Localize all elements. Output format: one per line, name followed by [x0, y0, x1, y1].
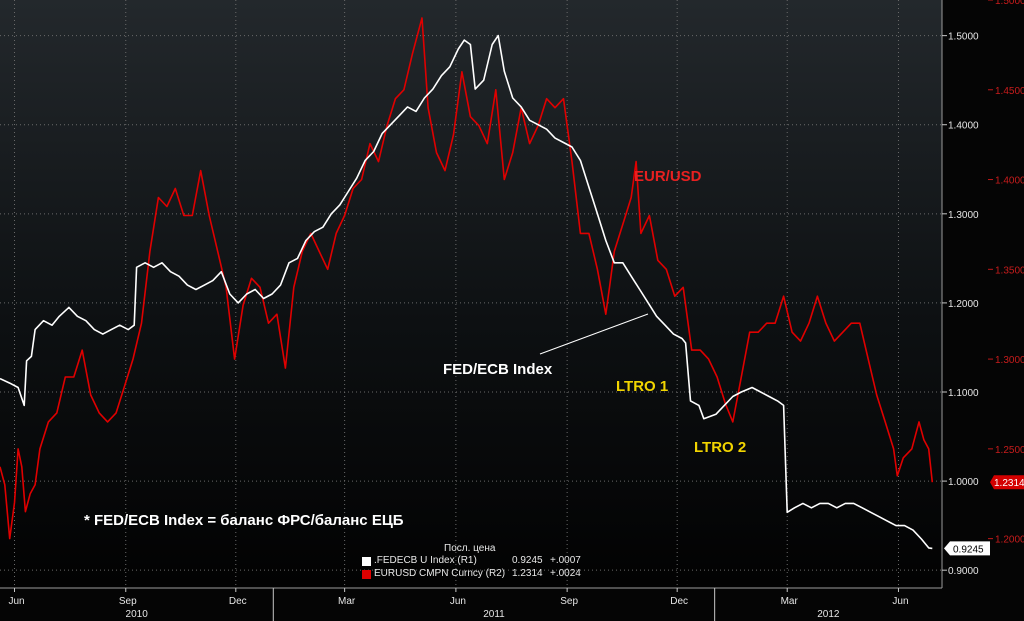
r1-tick-label: 0.9000: [948, 566, 979, 577]
fedecb-annotation: FED/ECB Index: [443, 361, 553, 378]
fedecb-last-value-tag: [944, 541, 990, 556]
x-tick-label: Dec: [670, 596, 688, 607]
year-label: 2012: [817, 609, 840, 620]
r2-tick-label: 1.4500: [995, 86, 1024, 97]
eurusd-series-line: [0, 17, 934, 540]
x-axis: Jun Sep Dec Mar Jun Sep Dec Mar Jun 2010 2011 2012: [8, 588, 909, 621]
legend-header: Посл. цена: [444, 543, 496, 554]
axis-r2: 1.2000 1.2500 1.3000 1.3500 1.4000 1.4500 1.50…: [988, 0, 1024, 546]
axis-r1: 0.9000 1.0000 1.1000 1.2000 1.3000 1.4000 1.50…: [942, 32, 979, 577]
legend-swatch: [362, 557, 371, 566]
legend-item-name: EURUSD CMPN Curncy (R2): [374, 568, 506, 579]
x-tick-label: Jun: [8, 596, 24, 607]
plot-background: [0, 0, 942, 588]
r1-tick-label: 1.2000: [948, 299, 979, 310]
r2-tick-label: 1.5000: [995, 0, 1024, 7]
footnote: * FED/ECB Index = баланс ФРС/баланс ЕЦБ: [84, 512, 404, 529]
legend-swatch: [362, 570, 371, 579]
r2-tick-label: 1.4000: [995, 176, 1024, 187]
eurusd-last-value-label: 1.2314: [994, 478, 1024, 489]
x-tick-label: Sep: [119, 596, 137, 607]
legend-item-value: 0.9245: [512, 555, 543, 566]
year-label: 2011: [483, 609, 505, 620]
x-tick-label: Sep: [560, 596, 578, 607]
legend-item-name: .FEDECB U Index (R1): [374, 555, 477, 566]
fedecb-series-line: [0, 34, 933, 550]
ltro1-annotation: LTRO 1: [616, 378, 669, 395]
x-tick-label: Jun: [892, 596, 908, 607]
ltro2-annotation: LTRO 2: [694, 439, 747, 456]
eurusd-last-value-tag: [990, 475, 1024, 490]
eurusd-annotation: EUR/USD: [634, 168, 702, 185]
r2-tick-label: 1.2500: [995, 445, 1024, 456]
r2-tick-label: 1.2000: [995, 535, 1024, 546]
fedecb-last-value-label: 0.9245: [953, 544, 984, 555]
r1-tick-label: 1.0000: [948, 477, 979, 488]
r1-tick-label: 1.4000: [948, 121, 979, 132]
year-label: 2010: [126, 609, 149, 620]
legend-item-value: 1.2314: [512, 568, 543, 579]
fedecb-pointer-line: [539, 313, 649, 355]
x-tick-label: Mar: [781, 596, 799, 607]
r1-tick-label: 1.5000: [948, 32, 979, 43]
r1-tick-label: 1.1000: [948, 388, 979, 399]
legend-item-change: +.0007: [550, 555, 581, 566]
r2-tick-label: 1.3000: [995, 355, 1024, 366]
legend-item-change: +.0024: [550, 568, 581, 579]
x-tick-label: Dec: [229, 596, 247, 607]
r1-tick-label: 1.3000: [948, 210, 979, 221]
last-value-tags: 0.9245 1.2314: [944, 475, 1024, 556]
r2-tick-label: 1.3500: [995, 265, 1024, 276]
x-tick-label: Mar: [338, 596, 356, 607]
series-lines: [0, 17, 934, 550]
x-tick-label: Jun: [450, 596, 466, 607]
